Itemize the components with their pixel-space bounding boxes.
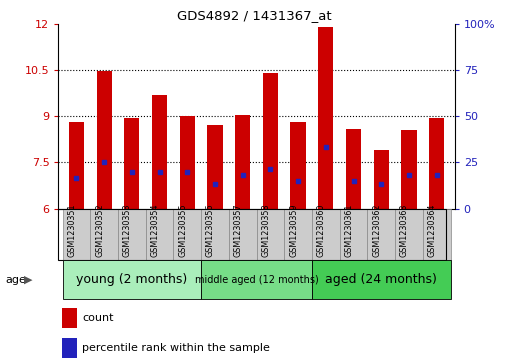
Text: GSM1230354: GSM1230354 <box>150 204 160 257</box>
Text: age: age <box>5 274 26 285</box>
Text: GSM1230362: GSM1230362 <box>372 204 381 257</box>
Text: GSM1230353: GSM1230353 <box>123 204 132 257</box>
Bar <box>69 122 84 209</box>
Bar <box>284 209 312 260</box>
Bar <box>340 209 367 260</box>
Bar <box>62 338 77 358</box>
Bar <box>62 209 90 260</box>
Bar <box>312 209 340 260</box>
Text: GSM1230364: GSM1230364 <box>428 204 437 257</box>
Bar <box>146 209 173 260</box>
Text: GSM1230361: GSM1230361 <box>344 204 354 257</box>
Text: GSM1230355: GSM1230355 <box>178 203 187 257</box>
Bar <box>291 122 306 209</box>
Text: middle aged (12 months): middle aged (12 months) <box>195 274 319 285</box>
Bar <box>429 118 444 209</box>
Bar <box>395 209 423 260</box>
Text: ▶: ▶ <box>24 274 32 285</box>
Bar <box>207 126 223 209</box>
Bar <box>201 209 229 260</box>
Text: aged (24 months): aged (24 months) <box>325 273 437 286</box>
Text: GSM1230357: GSM1230357 <box>234 203 243 257</box>
Text: GSM1230360: GSM1230360 <box>317 204 326 257</box>
Bar <box>257 209 284 260</box>
Bar <box>312 260 451 299</box>
Bar <box>346 129 361 209</box>
Bar <box>235 115 250 209</box>
Bar <box>124 118 140 209</box>
Bar <box>62 308 77 328</box>
Text: GSM1230352: GSM1230352 <box>95 203 104 257</box>
Text: GSM1230358: GSM1230358 <box>262 204 270 257</box>
Bar <box>373 150 389 209</box>
Bar <box>401 130 417 209</box>
Bar <box>201 260 312 299</box>
Bar <box>263 73 278 209</box>
Bar <box>318 26 333 209</box>
Bar <box>118 209 146 260</box>
Bar <box>173 209 201 260</box>
Text: GDS4892 / 1431367_at: GDS4892 / 1431367_at <box>177 9 331 22</box>
Text: young (2 months): young (2 months) <box>76 273 187 286</box>
Bar <box>367 209 395 260</box>
Text: GSM1230356: GSM1230356 <box>206 204 215 257</box>
Bar <box>229 209 257 260</box>
Bar <box>90 209 118 260</box>
Text: GSM1230363: GSM1230363 <box>400 204 409 257</box>
Text: GSM1230359: GSM1230359 <box>289 203 298 257</box>
Text: count: count <box>82 313 114 323</box>
Text: GSM1230351: GSM1230351 <box>68 204 76 257</box>
Bar <box>62 260 201 299</box>
Bar <box>180 116 195 209</box>
Bar <box>152 95 167 209</box>
Bar <box>423 209 451 260</box>
Text: percentile rank within the sample: percentile rank within the sample <box>82 343 270 353</box>
Bar <box>97 72 112 209</box>
